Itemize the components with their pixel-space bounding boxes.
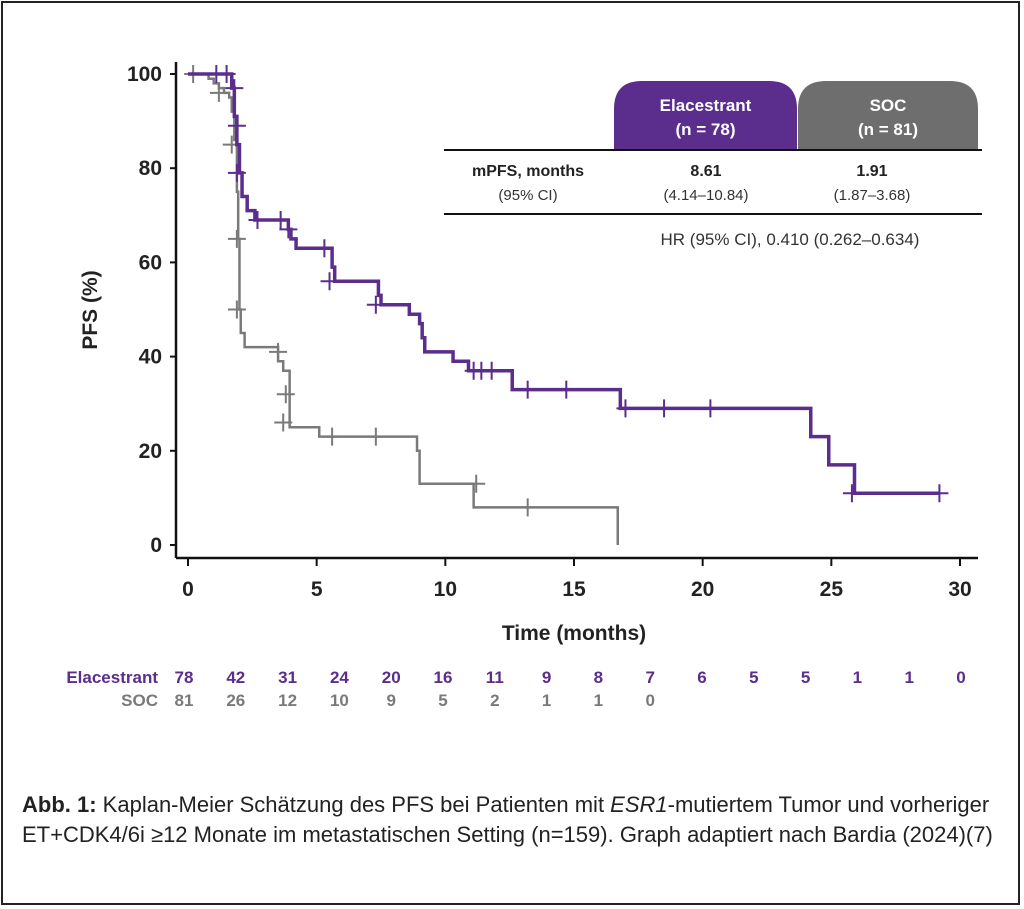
table-header-n: (n = 81) <box>858 120 918 139</box>
at-risk-row-label: SOC <box>121 691 158 710</box>
censor-mark <box>842 484 861 503</box>
at-risk-count: 5 <box>749 668 758 687</box>
at-risk-row-label: Elacestrant <box>66 668 158 687</box>
table-header-tab-elacestrant <box>614 81 797 150</box>
censor-mark <box>209 83 228 102</box>
at-risk-count: 0 <box>645 691 654 710</box>
censor-mark <box>227 116 246 135</box>
caption-gene: ESR1 <box>610 792 668 817</box>
at-risk-count: 9 <box>386 691 395 710</box>
at-risk-count: 16 <box>434 668 453 687</box>
at-risk-count: 7 <box>645 668 654 687</box>
censor-mark <box>366 295 385 314</box>
at-risk-count: 31 <box>278 668 297 687</box>
at-risk-count: 11 <box>486 668 504 687</box>
censor-mark <box>655 399 674 418</box>
censor-mark <box>467 474 486 493</box>
curves <box>184 65 949 545</box>
at-risk-count: 42 <box>226 668 245 687</box>
at-risk-count: 6 <box>697 668 706 687</box>
row-sublabel: (95% CI) <box>498 187 557 204</box>
table-header-label: SOC <box>870 96 907 115</box>
at-risk-count: 1 <box>904 668 913 687</box>
axes: 0 20 40 60 80 100 0 5 10 15 20 25 30 Time (months) PFS… <box>79 62 978 645</box>
censor-mark <box>701 399 720 418</box>
y-tick-label: 0 <box>150 534 162 557</box>
hazard-ratio: HR (95% CI), 0.410 (0.262–0.634) <box>661 230 920 249</box>
censor-mark <box>225 79 244 98</box>
censor-mark <box>930 484 949 503</box>
censor-mark <box>323 427 342 446</box>
censor-mark <box>227 300 246 319</box>
x-tick-label: 5 <box>311 578 323 601</box>
at-risk-count: 24 <box>330 668 349 687</box>
censor-mark <box>518 380 537 399</box>
x-tick-label: 0 <box>182 578 194 601</box>
censor-mark <box>315 239 334 258</box>
censor-mark <box>482 361 501 380</box>
censor-mark <box>320 272 339 291</box>
median-value: 8.61 <box>690 163 721 180</box>
censor-mark <box>518 498 537 517</box>
median-table: Elacestrant (n = 78) SOC (n = 81) mPFS, mont… <box>444 81 982 249</box>
km-curve-soc <box>188 72 619 545</box>
at-risk-count: 9 <box>542 668 551 687</box>
x-axis-title: Time (months) <box>502 622 646 645</box>
at-risk-count: 10 <box>330 691 349 710</box>
censor-mark <box>366 427 385 446</box>
censor-mark <box>217 65 236 83</box>
y-axis-title: PFS (%) <box>79 270 102 349</box>
at-risk-count: 1 <box>594 691 603 710</box>
censor-mark <box>616 399 635 418</box>
at-risk-count: 2 <box>490 691 499 710</box>
y-tick-label: 100 <box>127 63 162 86</box>
y-tick-label: 40 <box>139 346 162 369</box>
table-header-n: (n = 78) <box>676 120 736 139</box>
y-tick-label: 20 <box>139 440 162 463</box>
censor-mark <box>557 380 576 399</box>
y-tick-label: 60 <box>139 251 162 274</box>
table-header-tab-soc <box>798 81 978 150</box>
at-risk-count: 8 <box>594 668 603 687</box>
caption-label: Abb. 1: <box>22 792 97 817</box>
table-header-label: Elacestrant <box>660 96 752 115</box>
x-tick-label: 30 <box>948 578 971 601</box>
at-risk-count: 1 <box>853 668 862 687</box>
figure-caption: Abb. 1: Kaplan-Meier Schätzung des PFS b… <box>22 790 1002 850</box>
censor-mark <box>274 413 293 432</box>
censor-mark <box>279 220 298 239</box>
at-risk-count: 0 <box>956 668 965 687</box>
median-ci: (4.14–10.84) <box>663 187 748 204</box>
caption-text-2: -mutiertem Tumor und vorheriger ET+CDK4/… <box>22 792 993 847</box>
at-risk-count: 5 <box>801 668 810 687</box>
censor-mark <box>276 385 295 404</box>
km-curve-elacestrant <box>188 72 940 495</box>
median-ci: (1.87–3.68) <box>834 187 911 204</box>
censor-mark <box>269 342 288 361</box>
censor-mark <box>227 163 246 182</box>
censor-mark <box>271 211 290 230</box>
row-label: mPFS, months <box>472 163 584 180</box>
at-risk-count: 78 <box>175 668 194 687</box>
at-risk-count: 81 <box>175 691 194 710</box>
at-risk-count: 1 <box>542 691 551 710</box>
median-value: 1.91 <box>856 163 887 180</box>
x-tick-label: 15 <box>562 578 586 601</box>
x-tick-label: 25 <box>820 578 844 601</box>
censor-mark <box>248 211 267 230</box>
x-tick-label: 10 <box>434 578 457 601</box>
at-risk-count: 12 <box>278 691 297 710</box>
caption-text-1: Kaplan-Meier Schätzung des PFS bei Patie… <box>96 792 611 817</box>
at-risk-count: 5 <box>438 691 447 710</box>
at-risk-count: 20 <box>382 668 401 687</box>
censor-mark <box>227 229 246 248</box>
x-tick-label: 20 <box>691 578 714 601</box>
at-risk-count: 26 <box>226 691 245 710</box>
y-tick-label: 80 <box>139 157 162 180</box>
